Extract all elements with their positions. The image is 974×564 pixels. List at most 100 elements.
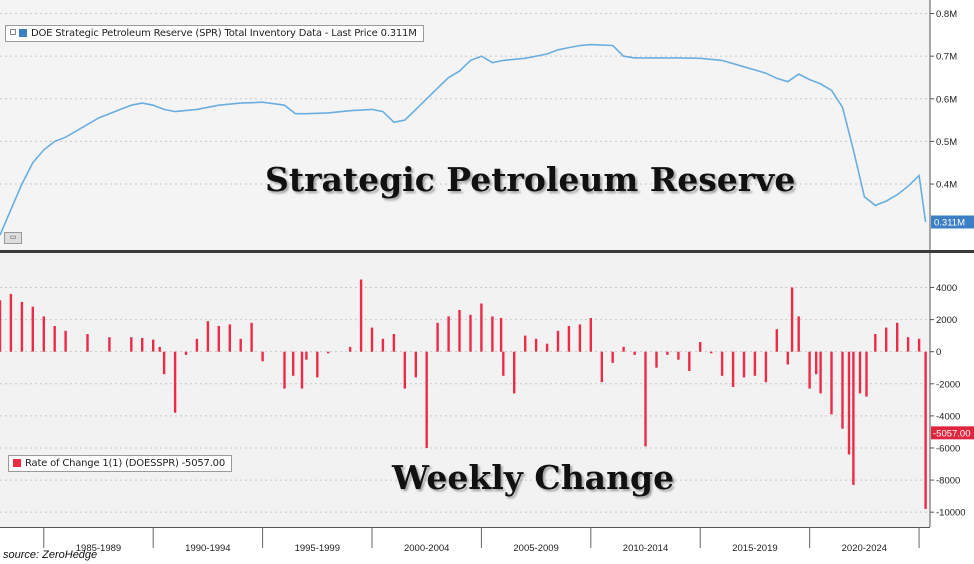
bar	[578, 324, 582, 352]
bar	[250, 322, 253, 352]
bar	[819, 351, 822, 394]
bar	[300, 351, 304, 389]
bar	[491, 316, 494, 352]
top-tick-label: 0.4M	[936, 180, 957, 191]
bar	[924, 351, 927, 509]
x-axis-bg	[0, 527, 930, 549]
bottom-tick-label: 2000	[936, 315, 957, 326]
bar	[688, 351, 691, 371]
bar	[9, 293, 13, 352]
top-tick-label: 0.7M	[936, 52, 957, 63]
x-tick-label: 2005-2009	[513, 543, 558, 554]
bar	[764, 351, 768, 383]
x-tick-label: 2010-2014	[623, 543, 668, 554]
bar	[753, 351, 757, 376]
x-tick-label: 1990-1994	[185, 543, 230, 554]
bottom-last-value-tag: -5057.00	[931, 426, 974, 440]
bar	[108, 337, 111, 352]
bottom-last-value: -5057.00	[933, 428, 971, 439]
bar	[633, 351, 636, 355]
bar	[545, 343, 549, 352]
bar	[348, 346, 352, 352]
spr-inventory-line	[0, 43, 927, 236]
top-chart-title: Strategic Petroleum Reserve	[265, 160, 796, 199]
bottom-tick-label: 0	[936, 347, 941, 358]
bar	[436, 322, 439, 352]
bar	[567, 326, 571, 352]
bar	[458, 310, 461, 352]
bar	[162, 351, 166, 375]
bar	[786, 351, 789, 365]
bar	[42, 316, 45, 352]
top-y-axis: 0.8M 0.7M 0.6M 0.5M 0.4M	[930, 9, 957, 191]
bar	[524, 335, 527, 352]
bar	[556, 330, 560, 352]
bar	[885, 327, 888, 352]
bar	[841, 351, 844, 429]
bottom-tick-label: -10000	[936, 508, 966, 519]
bar	[130, 337, 133, 352]
top-tick-label: 0.5M	[936, 137, 957, 148]
bar	[359, 279, 363, 352]
legend-swatch-icon	[19, 29, 27, 37]
bar	[589, 318, 592, 352]
bar	[480, 303, 483, 352]
x-tick-label: 2015-2019	[732, 543, 777, 554]
bottom-tick-label: -6000	[936, 443, 960, 454]
bar	[808, 351, 811, 389]
bar	[0, 300, 2, 352]
bar	[699, 342, 702, 352]
bar	[20, 301, 24, 352]
bar	[847, 351, 851, 455]
bottom-legend-text: Rate of Change 1(1) (DOESSPR) -5057.00	[25, 458, 226, 469]
bar	[173, 351, 177, 413]
bar	[261, 351, 264, 362]
x-tick-label: 2000-2004	[404, 543, 449, 554]
bar	[403, 351, 406, 389]
bar	[86, 334, 89, 352]
bottom-tick-label: -8000	[936, 476, 960, 487]
bar	[906, 337, 910, 352]
bar	[381, 338, 385, 352]
source-label: source: ZeroHedge	[3, 549, 98, 561]
x-tick-label: 2020-2024	[842, 543, 887, 554]
bar	[600, 351, 603, 383]
legend-toggle-icon[interactable]	[10, 29, 16, 35]
bar	[513, 351, 516, 394]
bar	[425, 351, 428, 448]
bottom-tick-label: -4000	[936, 411, 960, 422]
weekly-change-bars	[0, 279, 927, 509]
x-tick-label: 1985-1989	[76, 543, 121, 554]
bar	[158, 346, 161, 352]
bar	[865, 351, 868, 397]
top-legend[interactable]: DOE Strategic Petroleum Reserve (SPR) To…	[5, 25, 424, 42]
bar	[710, 351, 713, 354]
bar	[392, 334, 396, 352]
bar	[228, 324, 231, 352]
bar	[896, 322, 899, 352]
bottom-legend[interactable]: Rate of Change 1(1) (DOESSPR) -5057.00	[8, 455, 233, 472]
top-tick-label: 0.8M	[936, 9, 957, 20]
bar	[666, 351, 669, 355]
bar	[731, 351, 735, 387]
top-tick-label: 0.6M	[936, 94, 957, 105]
bottom-tick-label: -2000	[936, 379, 960, 390]
bar	[858, 351, 862, 394]
bar	[874, 334, 877, 352]
bar	[283, 351, 286, 389]
bar	[622, 346, 625, 352]
bar	[447, 316, 450, 352]
bar	[141, 338, 144, 352]
bottom-tick-label: 4000	[936, 283, 957, 294]
bar	[53, 326, 56, 352]
panel-collapse-icon[interactable]: ▭	[4, 232, 22, 244]
bar	[815, 351, 818, 375]
top-last-value-tag: 0.311M	[931, 215, 974, 229]
bar	[830, 351, 833, 415]
bar	[677, 351, 680, 360]
bar	[292, 351, 295, 376]
bar	[644, 351, 647, 447]
bar	[239, 338, 242, 352]
bar	[206, 321, 210, 352]
